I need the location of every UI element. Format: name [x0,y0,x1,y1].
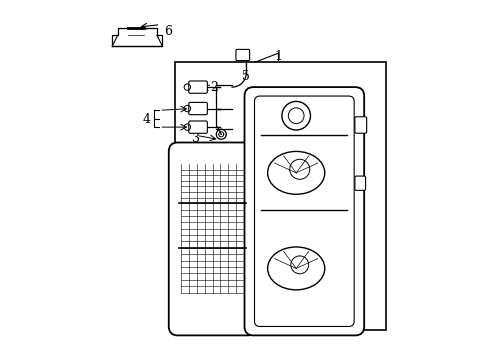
Text: 1: 1 [274,50,282,63]
FancyBboxPatch shape [188,121,207,133]
Polygon shape [112,28,162,46]
FancyBboxPatch shape [168,143,256,336]
Text: 5: 5 [242,70,250,83]
FancyBboxPatch shape [254,96,353,327]
FancyBboxPatch shape [188,102,207,115]
FancyBboxPatch shape [354,117,366,133]
Text: 6: 6 [163,25,171,38]
FancyBboxPatch shape [188,81,207,93]
FancyBboxPatch shape [235,49,249,60]
Text: 4: 4 [142,113,150,126]
FancyBboxPatch shape [354,176,365,190]
Text: 3: 3 [192,132,200,145]
FancyBboxPatch shape [244,87,364,336]
Text: 2: 2 [210,81,218,94]
Bar [175,62,385,330]
